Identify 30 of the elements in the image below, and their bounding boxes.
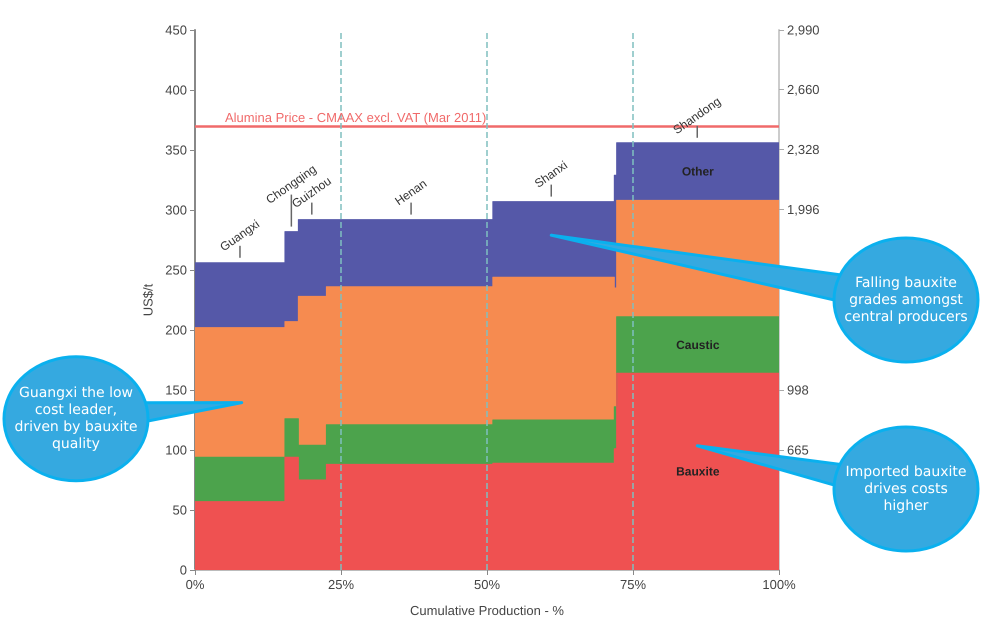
ref-line-label: Alumina Price - CMAAX excl. VAT (Mar 2011) — [225, 110, 486, 125]
y2-tick-label: 2,328 — [787, 142, 820, 158]
series-label: Bauxite — [676, 464, 720, 479]
text: Guangxi the low cost leader, driven by bauxite quality — [14, 384, 138, 453]
text: Falling bauxite grades amongst central producers — [844, 274, 968, 326]
y2-tick-label: 1,996 — [787, 202, 820, 218]
series-label: Caustic — [676, 338, 720, 352]
y-tick-label: 100 — [165, 442, 187, 458]
y-tick-label: 250 — [165, 262, 187, 278]
y-tick-label: 350 — [165, 142, 187, 158]
y-tick-label: 150 — [165, 382, 187, 398]
x-tick-label: 50% — [474, 577, 500, 592]
x-tick-label: 0% — [186, 577, 205, 592]
x-tick-label: 25% — [328, 577, 354, 592]
series-label: Other — [682, 164, 714, 179]
x-tick-label: 75% — [620, 577, 646, 592]
x-tick-label: 100% — [762, 577, 796, 592]
y-tick-label: 400 — [165, 82, 187, 98]
y2-tick-label: 998 — [787, 382, 809, 398]
y-tick-label: 450 — [165, 22, 187, 38]
y-tick-label: 300 — [165, 202, 187, 218]
y2-tick-label: 2,990 — [787, 22, 820, 38]
y-axis-title: US$/t — [140, 283, 156, 316]
y2-tick-label: 665 — [787, 442, 809, 458]
y2-tick-label: 2,660 — [787, 82, 820, 98]
y-tick-label: 0 — [180, 562, 187, 578]
x-axis-title: Cumulative Production - % — [410, 603, 564, 618]
text: Imported bauxite drives costs higher — [844, 464, 968, 514]
y-tick-label: 50 — [172, 502, 187, 518]
y-tick-label: 200 — [165, 322, 187, 338]
